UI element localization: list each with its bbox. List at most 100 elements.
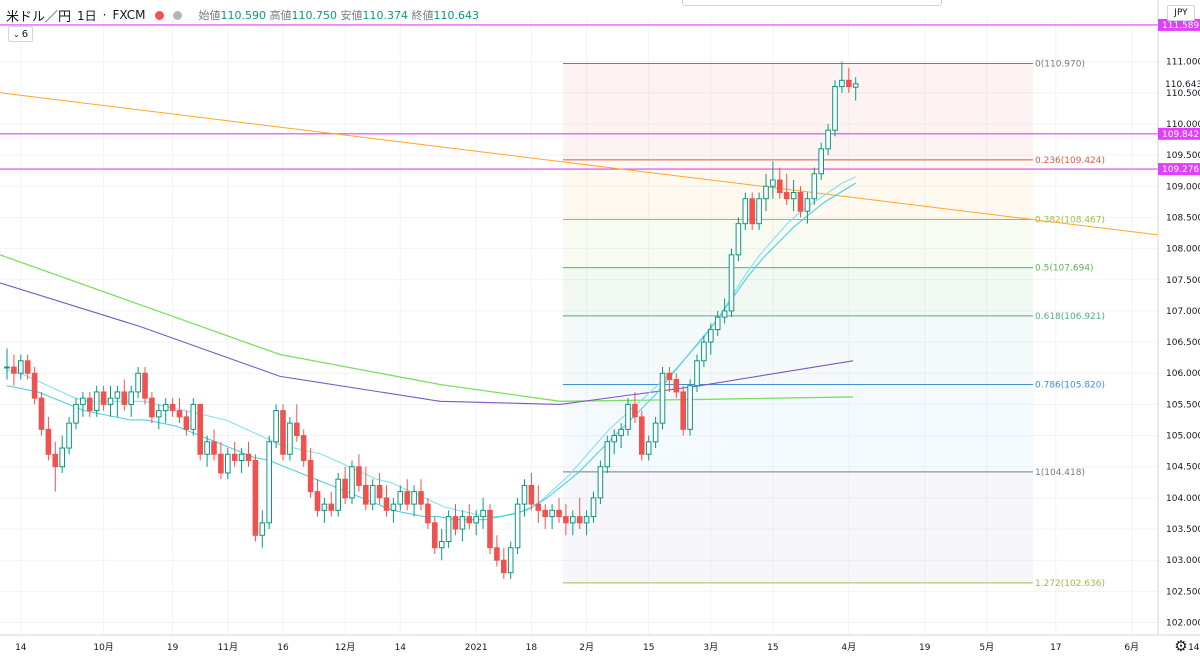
chart-header: 米ドル／円 1日 · FXCM 始値110.590 高値110.750 安値11…	[6, 5, 479, 25]
fib-level-label: 0.786(105.820)	[1035, 380, 1105, 390]
time-axis-label: 19	[919, 643, 931, 653]
candle-body	[756, 198, 762, 225]
timeframe[interactable]: 1日	[77, 8, 97, 23]
price-axis-tick: 109.500	[1166, 151, 1200, 161]
candle-body	[528, 484, 535, 505]
candle-body	[438, 541, 445, 549]
candle-body	[645, 441, 652, 455]
candle-body	[452, 516, 459, 530]
candle-body	[66, 422, 72, 449]
price-axis-tick: 104.000	[1166, 494, 1200, 504]
time-axis-label: 17	[1050, 643, 1061, 653]
candle-body	[742, 198, 749, 225]
price-axis-tick: 107.000	[1166, 307, 1200, 317]
candle-body	[556, 509, 562, 518]
price-badge	[1158, 163, 1200, 176]
candle-body	[694, 360, 700, 387]
price-axis-tick: 106.500	[1166, 338, 1200, 348]
top-toolbar-popup[interactable]	[682, 0, 942, 6]
currency-badge[interactable]: JPY	[1167, 5, 1195, 21]
candle-body	[169, 403, 176, 412]
price-axis-tick: 108.000	[1166, 245, 1200, 255]
candle-body	[487, 509, 493, 549]
candle-body	[73, 403, 79, 424]
settings-icon[interactable]: ⚙	[1174, 637, 1188, 655]
candle-body	[335, 478, 341, 511]
candle-body	[252, 459, 259, 536]
candle-body	[114, 391, 121, 399]
price-axis-tick: 108.500	[1166, 213, 1200, 223]
time-axis-label: 19	[167, 643, 179, 653]
dot-icon	[173, 10, 183, 20]
candle-body	[238, 453, 245, 461]
candle-body	[18, 360, 24, 374]
time-axis-label: 6月	[1124, 642, 1139, 653]
time-axis-label: 15	[643, 643, 654, 653]
candle-body	[397, 491, 404, 505]
candle-body	[149, 397, 155, 418]
candle-body	[687, 385, 693, 430]
candle-body	[404, 491, 410, 505]
last-price-label: 110.643	[1165, 80, 1200, 90]
time-axis-label: 15	[767, 643, 778, 653]
candle-body	[294, 422, 300, 437]
fib-level-label: 0.5(107.694)	[1035, 264, 1094, 274]
candle-body	[80, 397, 86, 405]
market-closed-icon	[155, 10, 165, 20]
price-axis-tick: 106.000	[1166, 369, 1200, 379]
time-axis-label: 4月	[841, 642, 856, 653]
candle-body	[342, 478, 348, 499]
candle-body	[783, 192, 790, 200]
price-axis-bg	[1158, 0, 1200, 657]
candle-body	[632, 403, 638, 418]
price-axis-tick: 103.000	[1166, 556, 1200, 566]
sma-long-line	[0, 254, 854, 402]
candle-body	[218, 453, 224, 474]
candle-body	[804, 198, 811, 212]
candle-body	[611, 435, 618, 443]
candle-body	[625, 403, 631, 430]
candle-body	[287, 422, 293, 455]
candle-body	[24, 360, 31, 374]
candle-body	[93, 391, 100, 412]
data-source[interactable]: FXCM	[112, 8, 146, 22]
candle-body	[142, 372, 148, 399]
candle-body	[639, 416, 645, 455]
candle-body	[825, 129, 831, 150]
candle-body	[542, 509, 549, 518]
candle-body	[307, 459, 314, 493]
symbol-name[interactable]: 米ドル／円	[6, 9, 72, 25]
candle-body	[321, 503, 328, 511]
time-axis-label: 14	[1188, 643, 1200, 653]
candle-body	[480, 509, 486, 518]
candle-body	[563, 516, 569, 524]
candle-body	[162, 403, 169, 412]
candle-body	[390, 503, 397, 511]
price-axis-tick: 104.500	[1166, 463, 1200, 473]
candle-body	[107, 397, 114, 405]
candle-body	[363, 484, 369, 505]
candle-body	[721, 310, 728, 318]
indicator-count: 6	[21, 28, 29, 40]
candle-body	[583, 516, 590, 524]
indicators-toggle[interactable]: ⌄ 6	[8, 26, 34, 42]
fib-level-label: 0.236(109.424)	[1035, 156, 1105, 166]
candle-body	[280, 410, 286, 455]
candle-body	[680, 391, 687, 430]
candle-body	[87, 397, 93, 412]
candle-body	[770, 179, 776, 187]
candle-body	[659, 372, 666, 424]
candle-body	[300, 435, 307, 461]
candle-body	[128, 391, 134, 405]
candle-body	[121, 391, 128, 405]
price-axis-tick: 102.000	[1166, 619, 1200, 629]
price-axis-tick: 109.000	[1166, 182, 1200, 192]
time-axis-label: 5月	[979, 642, 994, 653]
price-badge-label: 111.589	[1162, 21, 1199, 31]
trend-line	[0, 92, 1159, 236]
candle-body	[673, 378, 680, 393]
candle-body	[369, 484, 376, 505]
candle-body	[38, 397, 45, 430]
price-badge	[1158, 127, 1200, 140]
